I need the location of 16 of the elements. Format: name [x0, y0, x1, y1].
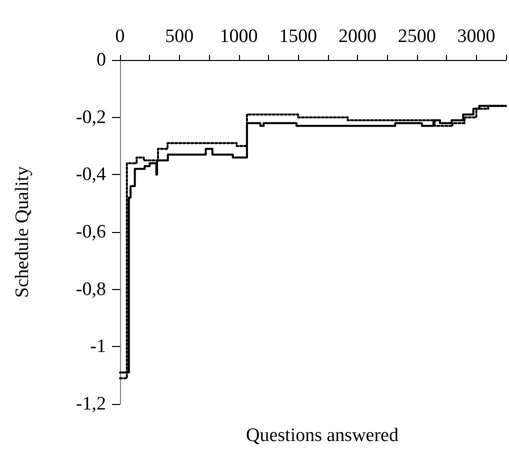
x-tick-label: 0: [115, 26, 125, 47]
y-tick-label: -0,4: [76, 164, 106, 186]
x-tick-label: 2500: [398, 26, 436, 47]
y-tick-label: -0,8: [76, 278, 106, 300]
y-tick-label: -0,6: [76, 222, 106, 242]
y-tick-label: -0,2: [76, 106, 106, 128]
y-tick-label: -1,2: [76, 394, 106, 414]
x-tick-label: 2000: [338, 26, 377, 47]
x-axis-title: Questions answered: [246, 425, 399, 446]
x-tick-label: 500: [165, 26, 194, 47]
y-tick-label: 0: [96, 50, 106, 70]
x-tick-label: 1500: [279, 26, 318, 47]
x-tick-label: 3000: [457, 26, 496, 47]
y-axis-title: Schedule Quality: [12, 166, 33, 298]
y-tick-label: -1: [90, 336, 106, 358]
x-tick-label: 1000: [220, 26, 258, 47]
